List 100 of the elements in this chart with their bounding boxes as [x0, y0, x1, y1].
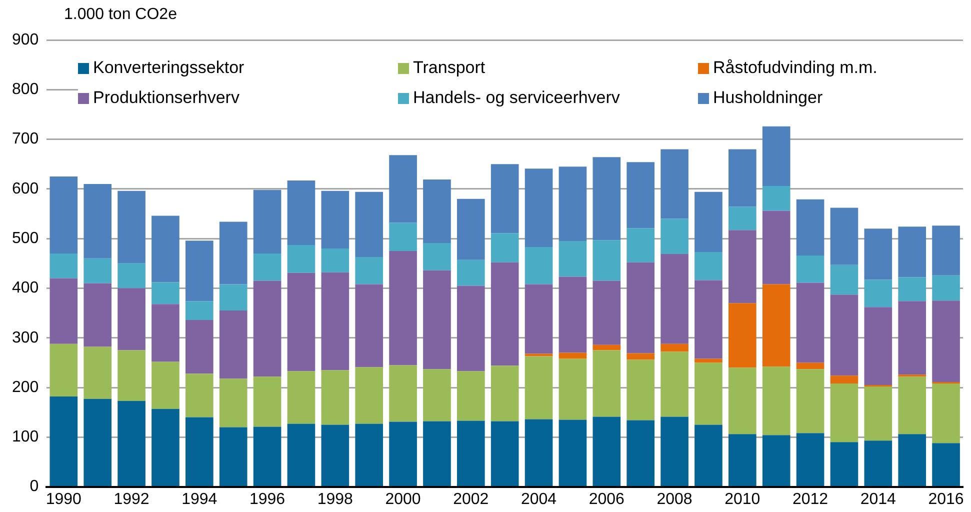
bar [253, 190, 282, 254]
bar [626, 420, 655, 486]
bar [219, 222, 248, 284]
bar [219, 284, 248, 311]
bar [558, 420, 587, 486]
bar [321, 424, 350, 486]
bar [932, 226, 960, 276]
x-tick-label: 1998 [317, 490, 354, 508]
bar [762, 210, 790, 284]
bar [626, 228, 655, 262]
bar [355, 424, 384, 486]
bar [186, 320, 214, 374]
bar [626, 360, 655, 420]
bar [524, 419, 553, 486]
bar [558, 276, 587, 353]
bar [50, 253, 78, 278]
bar [355, 367, 384, 424]
bar [728, 206, 756, 230]
bar [287, 371, 316, 424]
bar [592, 350, 621, 417]
bar [253, 280, 282, 377]
bar [762, 366, 790, 436]
bar [84, 346, 112, 399]
y-tick-label: 600 [12, 180, 39, 198]
bar [152, 362, 180, 409]
x-tick-label: 2004 [520, 490, 557, 508]
y-tick-label: 0 [30, 478, 39, 496]
bar [389, 365, 417, 422]
bar [898, 277, 926, 302]
bar [152, 304, 180, 362]
bar [864, 228, 892, 280]
bar [830, 376, 858, 384]
bar [490, 366, 519, 422]
bar [694, 252, 722, 280]
bar [830, 442, 858, 486]
x-tick-label: 1996 [249, 490, 286, 508]
bar [118, 190, 146, 264]
bar [287, 245, 316, 273]
bar [50, 396, 78, 486]
bar [592, 280, 621, 345]
bar [50, 344, 78, 396]
y-tick-label: 900 [12, 31, 39, 48]
legend-label: Konverteringssektor [93, 58, 244, 78]
y-tick-label: 400 [12, 280, 39, 297]
bar [186, 240, 214, 302]
bar [796, 362, 824, 370]
bar [389, 422, 417, 486]
bar [423, 180, 451, 244]
bar [762, 126, 790, 186]
bar [694, 358, 722, 363]
y-axis-title: 1.000 ton CO2e [64, 6, 177, 24]
bar [898, 301, 926, 375]
bar [456, 420, 485, 486]
bar [626, 262, 655, 354]
bar [219, 310, 248, 379]
bar [50, 176, 78, 254]
bar [490, 262, 519, 366]
bar [660, 344, 688, 352]
bar [694, 192, 722, 252]
bar [932, 275, 960, 301]
legend-label: Råstofudvinding m.m. [713, 58, 878, 78]
bar [253, 426, 282, 486]
y-tick-label: 100 [12, 428, 39, 446]
bar [186, 417, 214, 486]
bar [186, 374, 214, 418]
y-tick-label: 700 [12, 130, 39, 148]
bar [932, 443, 960, 486]
bar [558, 166, 587, 242]
bar [355, 284, 384, 368]
x-tick-label: 2010 [724, 490, 760, 508]
bar [84, 258, 112, 284]
bar [660, 352, 688, 417]
bar [50, 278, 78, 344]
bar [626, 162, 655, 228]
y-tick-label: 800 [12, 81, 39, 98]
bar [321, 190, 350, 249]
bar [864, 440, 892, 486]
bar [389, 222, 417, 251]
bar [490, 233, 519, 262]
legend-label: Handels- og serviceerhverv [413, 88, 620, 108]
bar [864, 280, 892, 308]
bar [253, 253, 282, 281]
bar [186, 301, 214, 320]
bar [830, 264, 858, 295]
bar [694, 362, 722, 425]
bar [456, 198, 485, 260]
bar [830, 208, 858, 265]
bar [558, 358, 587, 420]
x-tick-label: 2000 [385, 490, 421, 508]
bar [728, 149, 756, 207]
bar [389, 155, 417, 223]
bar [287, 424, 316, 486]
bar [84, 184, 112, 258]
bar [660, 149, 688, 219]
bar [219, 427, 248, 486]
bar [84, 283, 112, 347]
bar [524, 247, 553, 284]
bar [796, 255, 824, 283]
bar [118, 350, 146, 401]
bar [490, 164, 519, 234]
